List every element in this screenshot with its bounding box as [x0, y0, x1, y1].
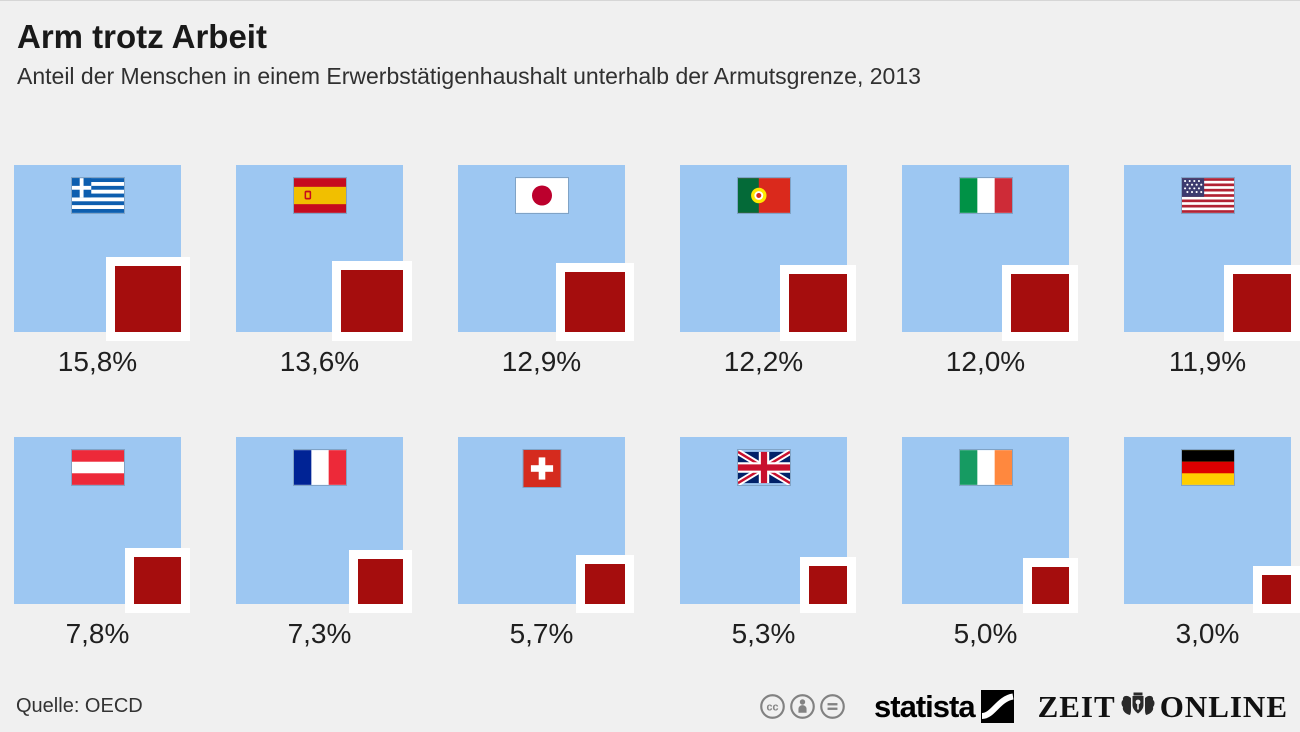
- country-tile-spain: 13,6%: [236, 165, 412, 378]
- flag-portugal-icon: [737, 178, 790, 213]
- flag-usa-icon: [1181, 178, 1234, 213]
- percentage-label: 12,9%: [501, 346, 582, 377]
- total-population-square: [902, 437, 1078, 613]
- percentage-label: 5,0%: [953, 618, 1018, 649]
- flag-japan-icon: [515, 178, 568, 213]
- total-population-square: [902, 165, 1078, 341]
- cc-icon: cc: [760, 694, 785, 719]
- cc-license-icons[interactable]: cc: [759, 693, 846, 720]
- percentage-label: 13,6%: [279, 346, 360, 377]
- total-population-square: [680, 437, 856, 613]
- flag-austria-icon: [71, 450, 124, 485]
- percentage-label: 11,9%: [1168, 346, 1247, 377]
- country-tile-austria: 7,8%: [14, 437, 190, 650]
- header: Arm trotz Arbeit Anteil der Menschen in …: [0, 1, 1300, 90]
- flag-switzerland-icon: [523, 450, 560, 487]
- total-population-square: [236, 437, 412, 613]
- percentage-label: 5,3%: [731, 618, 796, 649]
- chart-title: Arm trotz Arbeit: [17, 18, 267, 55]
- poverty-share-square: [576, 555, 634, 613]
- country-tile-uk: 5,3%: [680, 437, 856, 650]
- total-population-square: [14, 165, 190, 341]
- cc-by-icon: [790, 694, 815, 719]
- chart-subtitle: Anteil der Menschen in einem Erwerbstäti…: [17, 63, 921, 89]
- country-tile-japan: 12,9%: [458, 165, 634, 378]
- poverty-share-square: [332, 261, 412, 341]
- poverty-share-square: [780, 265, 856, 341]
- percentage-label: 12,2%: [723, 346, 804, 377]
- country-tile-switzerland: 5,7%: [458, 437, 634, 650]
- flag-uk-icon: [735, 449, 792, 486]
- total-population-square: [458, 165, 634, 341]
- poverty-share-square: [125, 548, 190, 613]
- footer-logos: cc statista ZEIT: [759, 690, 1288, 723]
- percentage-label: 3,0%: [1175, 618, 1240, 649]
- country-tile-france: 7,3%: [236, 437, 412, 650]
- total-population-square: [1124, 165, 1300, 341]
- svg-text:cc: cc: [767, 702, 779, 714]
- country-tile-ireland: 5,0%: [902, 437, 1078, 650]
- zeit-wordmark: ZEIT: [1037, 689, 1116, 724]
- poverty-share-square: [1253, 566, 1300, 613]
- zeit-online-logo[interactable]: ZEIT ONLINE: [1038, 691, 1288, 722]
- percentage-label: 5,7%: [509, 618, 574, 649]
- poverty-share-square: [1023, 558, 1078, 613]
- cc-nd-icon: [820, 694, 845, 719]
- total-population-square: [680, 165, 856, 341]
- source-label: Quelle: OECD: [16, 695, 143, 717]
- country-tile-greece: 15,8%: [14, 165, 190, 378]
- statista-logo[interactable]: statista: [874, 690, 1014, 723]
- country-tile-portugal: 12,2%: [680, 165, 856, 378]
- statista-square-icon: [980, 690, 1014, 723]
- percentage-label: 12,0%: [945, 346, 1026, 377]
- zeit-crest-icon: [1119, 691, 1157, 722]
- total-population-square: [1124, 437, 1300, 613]
- poverty-share-square: [349, 550, 412, 613]
- total-population-square: [458, 437, 634, 613]
- total-population-square: [14, 437, 190, 613]
- percentage-label: 7,3%: [287, 618, 352, 649]
- statista-wordmark: statista: [874, 689, 976, 724]
- flag-france-icon: [293, 450, 346, 485]
- flag-germany-icon: [1181, 450, 1234, 485]
- percentage-label: 7,8%: [65, 618, 130, 649]
- country-tile-italy: 12,0%: [902, 165, 1078, 378]
- country-tile-usa: 11,9%: [1124, 165, 1300, 378]
- poverty-share-square: [1224, 265, 1300, 341]
- footer: Quelle: OECD cc statista: [0, 690, 1300, 723]
- flag-italy-icon: [959, 178, 1012, 213]
- flag-spain-icon: [293, 178, 346, 213]
- online-wordmark: ONLINE: [1159, 689, 1288, 724]
- tile-grid: 15,8% 13,6% 12,9% 12,2% 12,0%: [14, 165, 1300, 650]
- country-tile-germany: 3,0%: [1124, 437, 1300, 650]
- total-population-square: [236, 165, 412, 341]
- flag-ireland-icon: [959, 450, 1012, 485]
- poverty-share-square: [556, 263, 634, 341]
- poverty-share-square: [106, 257, 190, 341]
- percentage-label: 15,8%: [57, 346, 138, 377]
- poverty-share-square: [800, 557, 856, 613]
- flag-greece-icon: [71, 178, 124, 213]
- poverty-share-square: [1002, 265, 1078, 341]
